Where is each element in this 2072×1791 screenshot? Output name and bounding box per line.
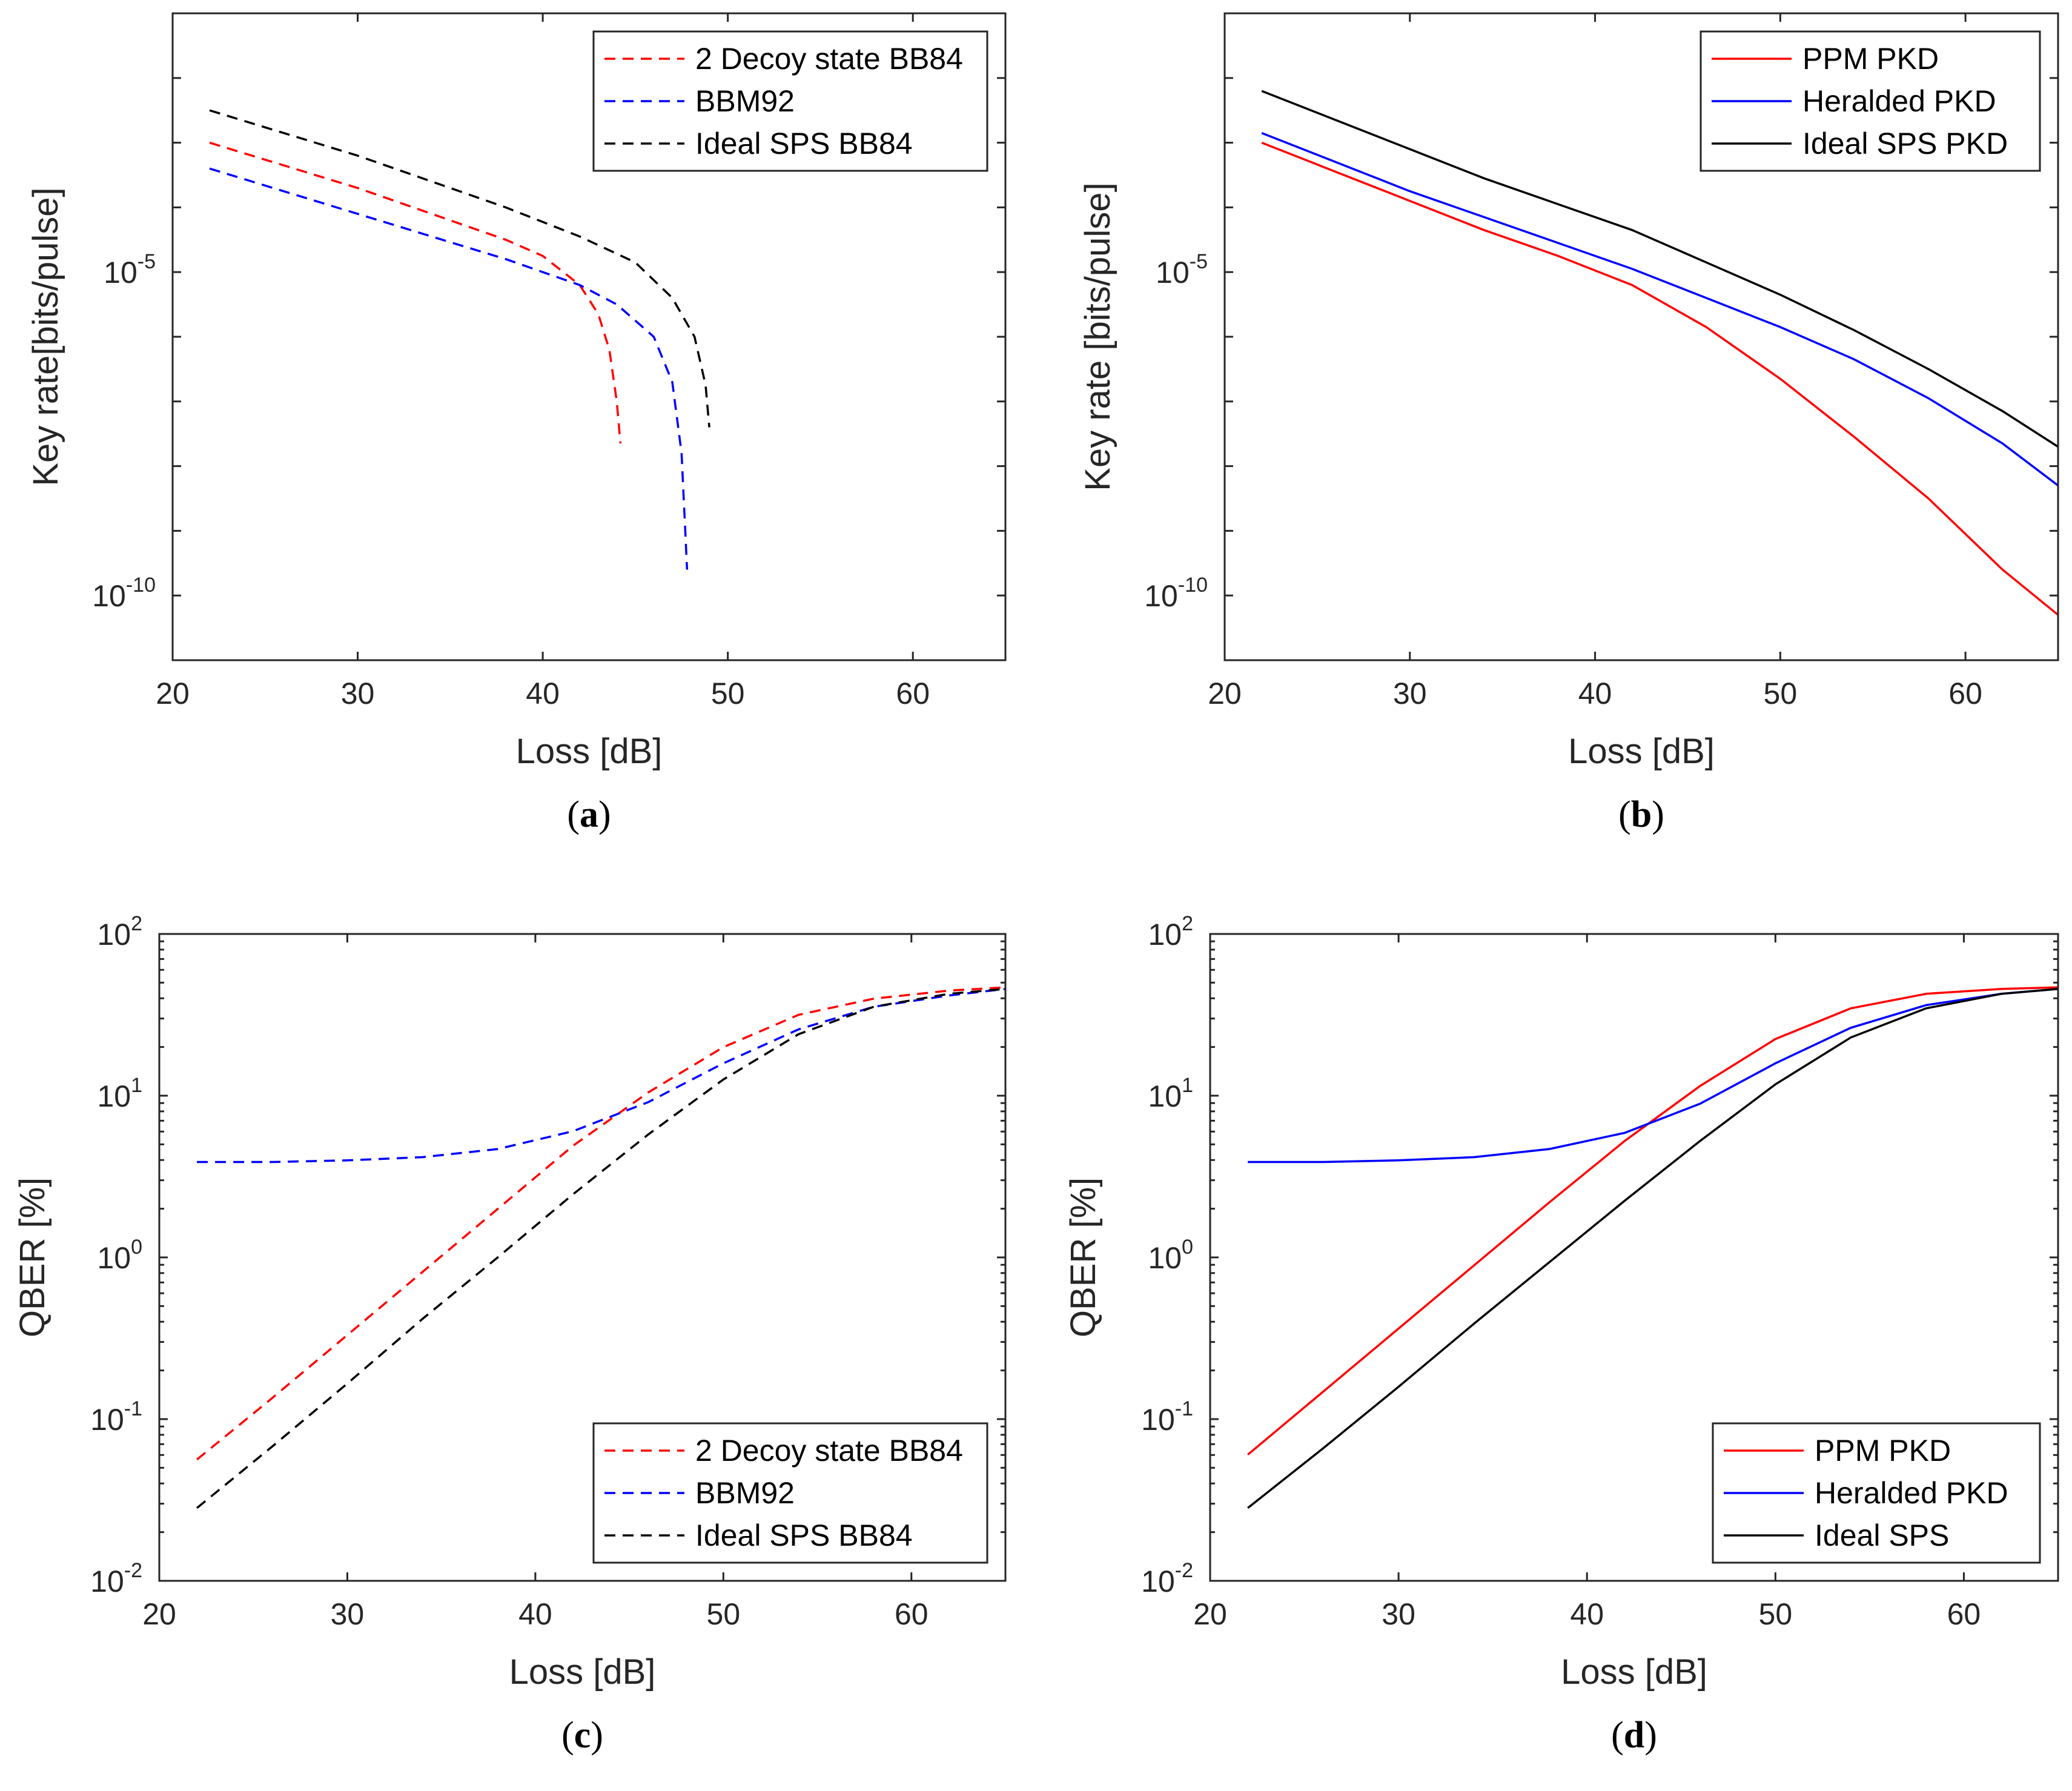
x-axis-label: Loss [dB] — [1561, 1652, 1707, 1692]
x-tick-label: 40 — [518, 1597, 552, 1631]
series-line-1 — [209, 141, 622, 444]
panel-b: 20 30 40 50 60 10-10 10-5 Loss [dB] Key rate [bi… — [1078, 12, 2059, 835]
x-tick-label: 60 — [1947, 1597, 1981, 1631]
x-tick-label: 60 — [896, 677, 930, 710]
x-tick-label: 20 — [156, 677, 190, 710]
y-tick-label: 102 — [1148, 912, 1193, 952]
x-tick-label: 30 — [1393, 677, 1427, 710]
series-line-1 — [196, 986, 1005, 1461]
series-group — [196, 986, 1005, 1509]
x-tick-label: 30 — [341, 677, 375, 710]
y-axis-label: Key rate [bits/pulse] — [1078, 182, 1117, 491]
legend-label: Heralded PKD — [1802, 84, 1996, 118]
y-tick-label: 10-2 — [90, 1559, 142, 1598]
series-line-3 — [1261, 90, 2058, 448]
y-tick-label: 10-10 — [92, 574, 156, 613]
legend-label: PPM PKD — [1802, 42, 1939, 76]
series-line-1 — [1247, 986, 2058, 1456]
series-line-1 — [1261, 141, 2058, 616]
legend-label: Heralded PKD — [1815, 1476, 2008, 1510]
panel-caption: (c) — [561, 1715, 603, 1756]
y-tick-label: 10-1 — [1141, 1397, 1193, 1437]
y-tick-label: 102 — [97, 912, 142, 952]
x-tick-label: 40 — [1578, 677, 1612, 710]
y-axis-label: Key rate[bits/pulse] — [26, 187, 65, 486]
legend-label: BBM92 — [695, 84, 795, 118]
panel-c: 20 30 40 50 60 10-2 10-1 100 101 102 Loss [dB] QBER… — [13, 912, 1007, 1756]
x-tick-label: 20 — [1193, 1597, 1227, 1631]
x-axis-label: Loss [dB] — [516, 732, 663, 771]
x-tick-label: 50 — [1764, 677, 1798, 710]
x-tick-label: 30 — [1382, 1597, 1415, 1631]
legend-label: BBM92 — [695, 1476, 795, 1510]
series-group — [1261, 90, 2058, 616]
x-tick-label: 60 — [895, 1597, 928, 1631]
x-tick-label: 40 — [1570, 1597, 1604, 1631]
series-line-3 — [196, 988, 1005, 1509]
y-tick-label: 100 — [1148, 1236, 1193, 1275]
legend-label: Ideal SPS BB84 — [695, 127, 913, 161]
x-tick-label: 30 — [331, 1597, 365, 1631]
panel-d: 20 30 40 50 60 10-2 10-1 100 101 102 Loss [dB] QBER… — [1064, 912, 2059, 1756]
legend: PPM PKD Heralded PKD Ideal SPS — [1712, 1422, 2041, 1564]
y-tick-label: 101 — [1148, 1074, 1193, 1113]
y-tick-label: 10-5 — [1156, 250, 1208, 290]
series-group — [209, 109, 710, 570]
legend: PPM PKD Heralded PKD Ideal SPS PKD — [1700, 30, 2041, 172]
y-tick-label: 101 — [97, 1074, 142, 1113]
y-tick-label: 100 — [97, 1236, 142, 1275]
series-line-2 — [1248, 988, 2058, 1164]
series-line-2 — [209, 167, 689, 570]
x-tick-label: 60 — [1948, 677, 1982, 710]
x-tick-label: 20 — [142, 1597, 176, 1631]
legend-label: Ideal SPS BB84 — [695, 1518, 913, 1552]
legend-label: 2 Decoy state BB84 — [695, 42, 963, 76]
y-tick-label: 10-10 — [1144, 574, 1208, 613]
panel-caption: (a) — [567, 794, 611, 835]
legend-label: PPM PKD — [1815, 1434, 1951, 1468]
legend: 2 Decoy state BB84 BBM92 Ideal SPS BB84 — [592, 1422, 988, 1564]
x-axis-label: Loss [dB] — [1568, 732, 1715, 771]
y-axis-label: QBER [%] — [1064, 1177, 1103, 1337]
x-tick-label: 50 — [1759, 1597, 1793, 1631]
legend: 2 Decoy state BB84 BBM92 Ideal SPS BB84 — [592, 30, 988, 172]
x-tick-label: 40 — [526, 677, 560, 710]
y-axis-label: QBER [%] — [13, 1177, 52, 1337]
legend-label: Ideal SPS — [1815, 1518, 1949, 1552]
series-line-2 — [197, 988, 1005, 1164]
series-line-3 — [1247, 988, 2058, 1509]
x-tick-label: 50 — [711, 677, 745, 710]
x-tick-label: 20 — [1208, 677, 1242, 710]
y-tick-label: 10-5 — [104, 250, 156, 290]
panel-caption: (d) — [1611, 1715, 1657, 1756]
y-tick-label: 10-1 — [90, 1397, 142, 1437]
panel-a: 20 30 40 50 60 10-10 10-5 Loss [dB] Key rate[bit… — [26, 12, 1007, 835]
legend-label: 2 Decoy state BB84 — [695, 1434, 963, 1468]
series-group — [1247, 986, 2058, 1509]
x-tick-label: 50 — [707, 1597, 741, 1631]
series-line-3 — [209, 109, 710, 428]
y-tick-label: 10-2 — [1141, 1559, 1193, 1598]
legend-label: Ideal SPS PKD — [1802, 127, 2008, 161]
x-axis-label: Loss [dB] — [509, 1652, 656, 1692]
series-line-2 — [1261, 131, 2058, 486]
panel-caption: (b) — [1618, 794, 1664, 835]
